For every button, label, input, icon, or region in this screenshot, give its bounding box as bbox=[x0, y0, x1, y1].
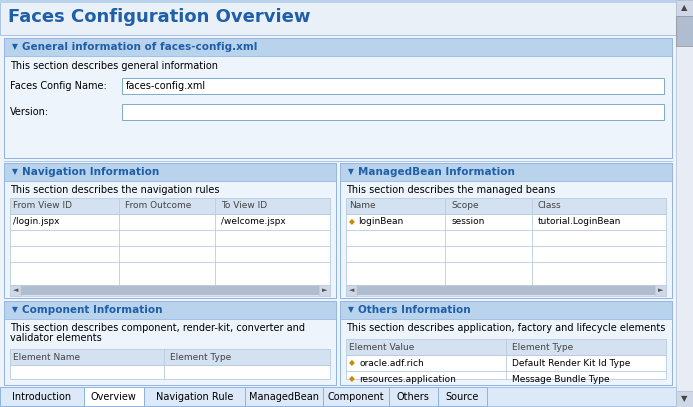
Text: /login.jspx: /login.jspx bbox=[13, 217, 60, 227]
Text: Element Name: Element Name bbox=[13, 352, 80, 361]
Bar bbox=[10, 198, 330, 214]
Bar bbox=[438, 387, 486, 406]
Text: ▼: ▼ bbox=[681, 394, 687, 403]
Bar bbox=[346, 339, 666, 355]
Text: ◆: ◆ bbox=[349, 374, 355, 383]
Bar bbox=[340, 301, 672, 319]
Text: Name: Name bbox=[349, 201, 376, 210]
Bar bbox=[4, 163, 336, 298]
Bar bbox=[84, 387, 144, 406]
Bar bbox=[10, 285, 330, 296]
Text: Element Value: Element Value bbox=[349, 343, 414, 352]
Text: Source: Source bbox=[446, 392, 479, 401]
Text: General information of faces-config.xml: General information of faces-config.xml bbox=[22, 42, 257, 52]
Bar bbox=[676, 0, 693, 407]
Text: Navigation Rule: Navigation Rule bbox=[156, 392, 233, 401]
Text: ◄: ◄ bbox=[12, 287, 18, 293]
Text: Overview: Overview bbox=[91, 392, 137, 401]
Bar bbox=[340, 163, 672, 298]
Text: Navigation Information: Navigation Information bbox=[22, 167, 159, 177]
Text: ▼: ▼ bbox=[12, 168, 18, 177]
Text: ◆: ◆ bbox=[349, 359, 355, 368]
Bar bbox=[323, 387, 389, 406]
Text: ▲: ▲ bbox=[681, 4, 687, 13]
Text: ▼: ▼ bbox=[348, 306, 354, 315]
Text: Element Type: Element Type bbox=[170, 352, 231, 361]
Bar bbox=[4, 301, 336, 319]
Text: Component: Component bbox=[328, 392, 384, 401]
Text: Message Bundle Type: Message Bundle Type bbox=[512, 374, 610, 383]
Bar bbox=[4, 163, 336, 181]
Text: From View ID: From View ID bbox=[13, 201, 72, 210]
Bar bbox=[10, 198, 330, 285]
Bar bbox=[340, 301, 672, 385]
Bar bbox=[4, 301, 336, 385]
Text: This section describes application, factory and lifecycle elements: This section describes application, fact… bbox=[346, 323, 665, 333]
Bar bbox=[346, 285, 357, 296]
Text: Element Type: Element Type bbox=[512, 343, 574, 352]
Bar bbox=[4, 38, 672, 56]
Bar bbox=[4, 38, 672, 158]
Text: /welcome.jspx: /welcome.jspx bbox=[221, 217, 286, 227]
Bar bbox=[655, 285, 666, 296]
Text: validator elements: validator elements bbox=[10, 333, 102, 343]
Bar bbox=[122, 104, 664, 120]
Bar bbox=[10, 349, 330, 365]
Text: This section describes component, render-kit, converter and: This section describes component, render… bbox=[10, 323, 305, 333]
Text: ◄: ◄ bbox=[349, 287, 354, 293]
Text: ►: ► bbox=[322, 287, 327, 293]
Text: ManagedBean: ManagedBean bbox=[249, 392, 319, 401]
Bar bbox=[10, 349, 330, 379]
Bar bbox=[122, 78, 664, 94]
Bar bbox=[346, 285, 666, 296]
Bar bbox=[144, 387, 245, 406]
Bar bbox=[676, 391, 693, 407]
Bar bbox=[0, 0, 676, 3]
Bar bbox=[346, 339, 666, 379]
Bar bbox=[10, 285, 21, 296]
Bar bbox=[319, 285, 330, 296]
Text: To View ID: To View ID bbox=[221, 201, 267, 210]
Text: Others: Others bbox=[397, 392, 430, 401]
Bar bbox=[245, 387, 323, 406]
Bar bbox=[676, 0, 693, 16]
Bar bbox=[0, 387, 84, 406]
Bar bbox=[389, 387, 438, 406]
Text: ►: ► bbox=[658, 287, 663, 293]
Bar bbox=[346, 198, 666, 214]
Text: From Outcome: From Outcome bbox=[125, 201, 191, 210]
Text: ManagedBean Information: ManagedBean Information bbox=[358, 167, 515, 177]
Bar bbox=[357, 286, 655, 295]
Text: Version:: Version: bbox=[10, 107, 49, 117]
Text: ▼: ▼ bbox=[12, 306, 18, 315]
Text: Scope: Scope bbox=[452, 201, 480, 210]
Text: loginBean: loginBean bbox=[358, 217, 403, 227]
Text: Introduction: Introduction bbox=[12, 392, 71, 401]
Text: Faces Configuration Overview: Faces Configuration Overview bbox=[8, 9, 310, 26]
Bar bbox=[486, 387, 676, 406]
Text: Others Information: Others Information bbox=[358, 305, 471, 315]
Text: session: session bbox=[452, 217, 485, 227]
Text: This section describes the navigation rules: This section describes the navigation ru… bbox=[10, 185, 220, 195]
Text: ▼: ▼ bbox=[348, 168, 354, 177]
Text: Default Render Kit Id Type: Default Render Kit Id Type bbox=[512, 359, 631, 368]
Bar bbox=[346, 198, 666, 285]
Text: Faces Config Name:: Faces Config Name: bbox=[10, 81, 107, 91]
Text: ▼: ▼ bbox=[12, 42, 18, 52]
Text: This section describes general information: This section describes general informati… bbox=[10, 61, 218, 71]
Bar bbox=[21, 286, 319, 295]
Text: This section describes the managed beans: This section describes the managed beans bbox=[346, 185, 555, 195]
Text: ◆: ◆ bbox=[349, 217, 355, 227]
Text: Class: Class bbox=[538, 201, 561, 210]
Text: oracle.adf.rich: oracle.adf.rich bbox=[359, 359, 423, 368]
Bar bbox=[0, 0, 676, 35]
Text: resources.application: resources.application bbox=[359, 374, 456, 383]
Bar bbox=[676, 16, 693, 46]
Text: faces-config.xml: faces-config.xml bbox=[126, 81, 206, 91]
Text: tutorial.LoginBean: tutorial.LoginBean bbox=[538, 217, 622, 227]
Text: Component Information: Component Information bbox=[22, 305, 162, 315]
Bar bbox=[340, 163, 672, 181]
